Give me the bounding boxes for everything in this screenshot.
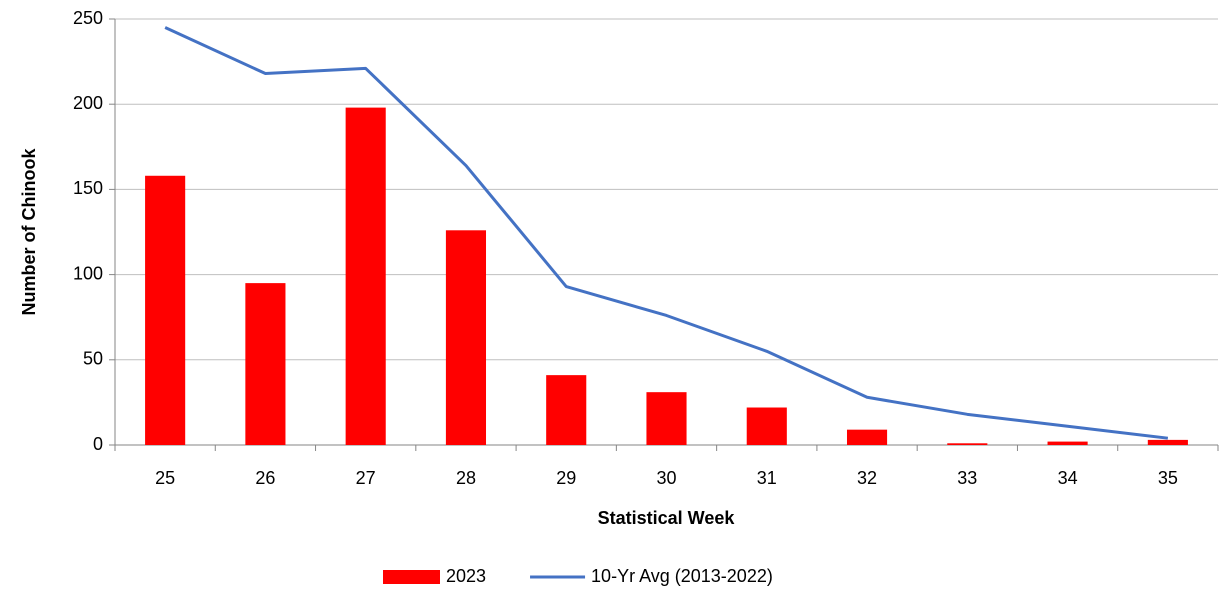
y-tick-label: 0 [93, 434, 103, 454]
y-tick-label: 50 [83, 349, 103, 369]
bar [1047, 441, 1088, 445]
y-tick-label: 250 [73, 8, 103, 28]
line [164, 26, 1169, 440]
bar [145, 175, 186, 445]
bar [245, 283, 286, 445]
bar [546, 375, 587, 445]
x-tick-label: 30 [656, 468, 676, 488]
bar [1147, 439, 1188, 445]
x-tick-label: 33 [957, 468, 977, 488]
legend-label: 10-Yr Avg (2013-2022) [591, 566, 773, 586]
bar [846, 429, 888, 445]
y-tick-label: 200 [73, 93, 103, 113]
x-axis-title: Statistical Week [598, 508, 736, 528]
x-tick-label: 32 [857, 468, 877, 488]
x-tick-label: 26 [255, 468, 275, 488]
y-tick-label: 150 [73, 178, 103, 198]
x-tick-label: 25 [155, 468, 175, 488]
bar [345, 107, 386, 445]
bar [947, 443, 988, 445]
bar [646, 392, 687, 445]
y-tick-label: 100 [73, 263, 103, 283]
x-tick-label: 34 [1058, 468, 1078, 488]
bar [746, 407, 787, 445]
x-tick-label: 27 [356, 468, 376, 488]
legend-label: 2023 [446, 566, 486, 586]
x-tick-label: 31 [757, 468, 777, 488]
x-tick-label: 28 [456, 468, 476, 488]
y-axis-title: Number of Chinook [19, 148, 39, 316]
bar [445, 230, 487, 445]
x-tick-label: 29 [556, 468, 576, 488]
legend-swatch [383, 570, 440, 584]
x-tick-label: 35 [1158, 468, 1178, 488]
